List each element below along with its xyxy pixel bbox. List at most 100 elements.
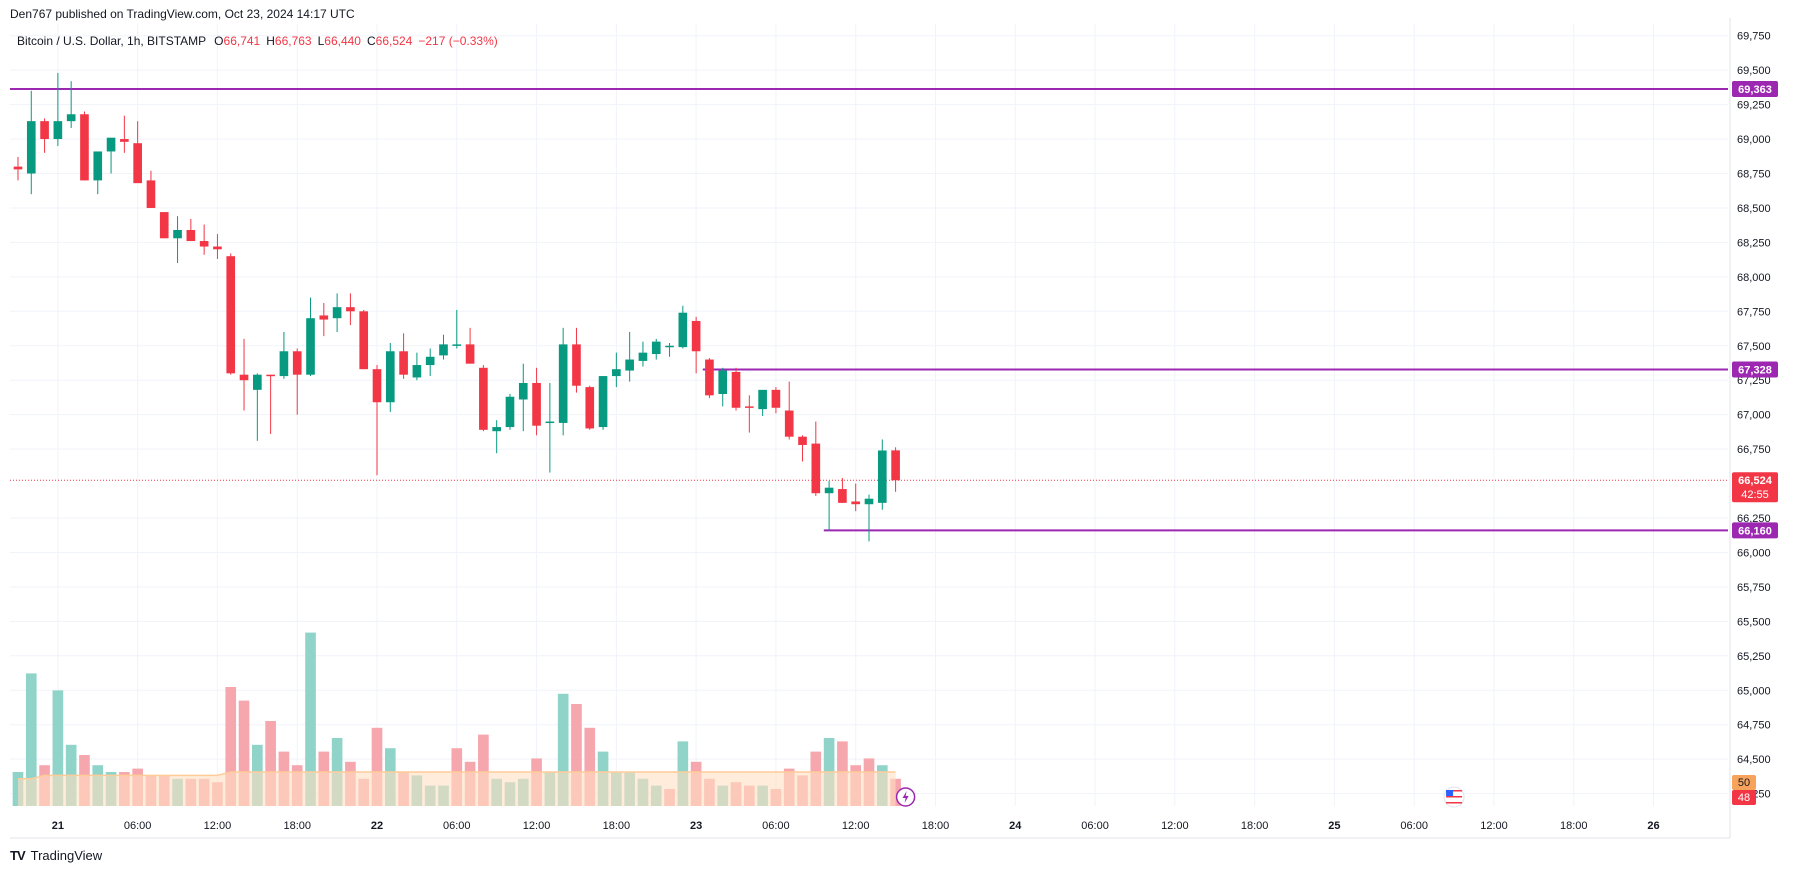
candle-body xyxy=(811,443,821,494)
volume-bars xyxy=(12,632,901,806)
candle-body xyxy=(731,371,741,408)
high-value: 66,763 xyxy=(275,34,312,48)
candle-body xyxy=(40,121,49,140)
candle-body xyxy=(106,137,116,152)
candle-body xyxy=(26,121,36,174)
x-tick-label: 12:00 xyxy=(523,820,551,832)
volume-bar xyxy=(584,727,596,806)
low-value: 66,440 xyxy=(324,34,361,48)
tv-logo-mark: TV xyxy=(10,848,26,863)
x-tick-label: 18:00 xyxy=(1560,820,1588,832)
candle-body xyxy=(159,212,169,239)
candle-body xyxy=(798,436,807,445)
open-value: 66,741 xyxy=(224,34,261,48)
y-tick-label: 69,750 xyxy=(1737,31,1771,43)
y-tick-label: 64,750 xyxy=(1737,720,1771,732)
y-tick-label: 66,000 xyxy=(1737,547,1771,559)
volume-bar xyxy=(571,704,582,806)
y-tick-label: 68,500 xyxy=(1737,203,1771,215)
x-tick-label: 06:00 xyxy=(1400,820,1428,832)
candle-body xyxy=(505,396,515,428)
y-tick-label: 64,500 xyxy=(1737,754,1771,766)
candle-body xyxy=(359,311,369,370)
y-tick-label: 65,250 xyxy=(1737,651,1771,663)
candle-body xyxy=(651,341,661,355)
x-tick-label: 12:00 xyxy=(1480,820,1508,832)
y-tick-label: 65,000 xyxy=(1737,685,1771,697)
candle-body xyxy=(745,406,754,408)
volume-ma-badge xyxy=(1732,775,1756,790)
candle-body xyxy=(80,114,89,181)
flag-stripe xyxy=(1446,796,1463,798)
candle-body xyxy=(239,374,249,381)
x-tick-label: 26 xyxy=(1647,820,1659,832)
volume-bar xyxy=(225,687,237,806)
candle-body xyxy=(824,487,834,494)
candle-body xyxy=(864,498,874,505)
x-tick-label: 18:00 xyxy=(1241,820,1269,832)
candle-body xyxy=(346,307,355,312)
candle-body xyxy=(758,389,767,410)
candle-body xyxy=(253,374,262,390)
candle-body xyxy=(439,344,448,356)
candle-body xyxy=(518,382,528,400)
candle-body xyxy=(492,427,501,432)
candle-body xyxy=(479,367,488,430)
candle-body xyxy=(691,320,701,352)
horizontal-levels[interactable] xyxy=(10,88,1728,532)
chart-icons[interactable] xyxy=(895,786,1465,808)
y-tick-label: 65,750 xyxy=(1737,582,1771,594)
candle-body xyxy=(385,351,395,403)
axes: 69,750 69,500 69,250 69,000 68,750 68,500 68,2… xyxy=(10,18,1778,839)
tradingview-logo[interactable]: TV TradingView xyxy=(10,848,102,863)
x-tick-label: 06:00 xyxy=(443,820,471,832)
candle-body xyxy=(173,230,182,239)
x-tick-label: 21 xyxy=(52,820,64,832)
candle-body xyxy=(771,389,781,408)
x-tick-label: 23 xyxy=(690,820,702,832)
candle-body xyxy=(399,351,408,375)
candle-body xyxy=(545,421,555,424)
candle-body xyxy=(425,356,435,366)
x-tick-label: 06:00 xyxy=(124,820,152,832)
flag-stripe xyxy=(1446,799,1463,801)
x-tick-label: 25 xyxy=(1328,820,1340,832)
published-caption: Den767 published on TradingView.com, Oct… xyxy=(10,7,355,21)
x-tick-label: 18:00 xyxy=(922,820,950,832)
candle-body xyxy=(146,180,156,208)
level-price-label: 66,160 xyxy=(1738,525,1772,537)
candle-body xyxy=(226,256,236,374)
candle-body xyxy=(186,230,196,242)
candle-body xyxy=(838,489,847,503)
candle-body xyxy=(851,501,861,505)
symbol-title: Bitcoin / U.S. Dollar, 1h, BITSTAMP xyxy=(17,34,206,48)
candle-body xyxy=(465,344,475,364)
flag-stripe xyxy=(1446,793,1463,795)
change-value: −217 (−0.33%) xyxy=(418,34,497,48)
y-tick-label: 67,500 xyxy=(1737,341,1771,353)
candle-body xyxy=(877,450,887,503)
x-tick-label: 12:00 xyxy=(1161,820,1189,832)
candle-body xyxy=(66,114,76,122)
countdown-label: 42:55 xyxy=(1741,489,1769,501)
candle-body xyxy=(412,365,422,378)
y-tick-label: 68,250 xyxy=(1737,237,1771,249)
volume-bar xyxy=(25,673,37,806)
y-tick-label: 67,750 xyxy=(1737,306,1771,318)
symbol-header: Bitcoin / U.S. Dollar, 1h, BITSTAMP O 66,… xyxy=(17,34,498,48)
candle-body xyxy=(638,352,648,361)
flag-canton xyxy=(1446,790,1454,796)
y-tick-label: 67,000 xyxy=(1737,410,1771,422)
grid-lines xyxy=(10,24,1728,806)
candle-body xyxy=(279,351,289,377)
volume-ma-area xyxy=(17,772,896,806)
x-tick-label: 18:00 xyxy=(283,820,311,832)
x-tick-label: 06:00 xyxy=(1081,820,1109,832)
candle-body xyxy=(332,307,342,319)
candle-body xyxy=(625,359,634,371)
x-tick-label: 06:00 xyxy=(762,820,790,832)
candlesticks xyxy=(13,72,900,542)
flag-stripe xyxy=(1446,802,1463,804)
lightning-bolt xyxy=(902,791,909,803)
